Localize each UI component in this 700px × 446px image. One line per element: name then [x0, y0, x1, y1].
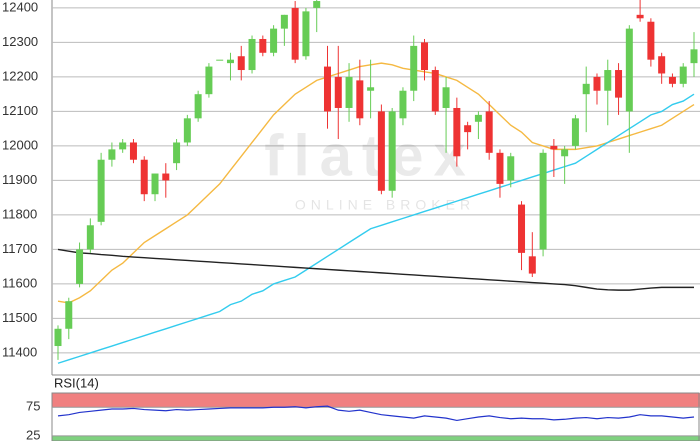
candle-body	[410, 45, 418, 91]
watermark-logo: flatex	[264, 123, 476, 188]
candle-body	[636, 14, 644, 19]
candle-body	[140, 159, 148, 195]
candle-body	[280, 14, 288, 29]
panel-title: RSI(14)	[54, 375, 99, 390]
candle-body	[464, 125, 472, 133]
candle-body	[442, 87, 450, 108]
candle-body	[259, 38, 267, 53]
candle-body	[485, 111, 493, 153]
y-tick-label: 12400	[2, 0, 38, 14]
candle-body	[561, 149, 569, 157]
candle-body	[679, 66, 687, 84]
watermark-tagline: ONLINE BROKER	[295, 197, 475, 213]
candle-body	[690, 49, 698, 64]
candle-body	[173, 142, 181, 164]
candle-body	[658, 56, 666, 74]
candle-body	[162, 173, 170, 181]
candle-body	[151, 173, 159, 195]
candle-body	[194, 94, 202, 119]
moving-average	[57, 62, 695, 304]
y-tick-label: 11400	[2, 344, 37, 359]
rsi-line	[57, 405, 695, 422]
candle-body	[76, 249, 84, 284]
moving-average	[57, 93, 695, 364]
candle-body	[421, 42, 429, 71]
candle-body	[345, 76, 353, 108]
y-tick-label: 11800	[2, 206, 37, 221]
candle-body	[615, 70, 623, 98]
y-tick-label: 11900	[2, 172, 37, 187]
candle-body	[367, 87, 375, 91]
candle-body	[97, 159, 105, 222]
candle-body	[323, 66, 331, 112]
candle-body	[528, 256, 536, 274]
candle-body	[507, 156, 515, 181]
y-tick-label: 11500	[2, 310, 37, 325]
moving-average	[57, 248, 694, 291]
candle-body	[668, 76, 676, 84]
candle-body	[205, 66, 213, 95]
candle-body	[334, 76, 342, 108]
candle-body	[593, 76, 601, 91]
candle-body	[65, 301, 73, 329]
overbought-band	[52, 393, 700, 408]
candle-body	[518, 204, 526, 253]
candle-body	[582, 83, 590, 95]
candle-body	[356, 80, 364, 119]
y-tick-label: 12100	[2, 103, 38, 118]
candle-body	[453, 107, 461, 157]
candle-body	[431, 70, 439, 112]
candle-body	[399, 90, 407, 119]
candle-body	[474, 114, 482, 122]
y-tick-label: 12000	[2, 137, 38, 152]
candle-body	[108, 149, 116, 160]
y-tick-label: 75	[26, 399, 40, 414]
candle-body	[270, 28, 278, 53]
candle-body	[216, 59, 224, 61]
candle-body	[129, 142, 137, 160]
candle-body	[539, 152, 547, 250]
candle-body	[550, 145, 558, 150]
candle-body	[377, 111, 385, 191]
candle-body	[625, 28, 633, 112]
candle-body	[237, 56, 245, 71]
candle-body	[388, 111, 396, 191]
y-tick-label: 12200	[2, 68, 38, 83]
candle-body	[496, 152, 504, 184]
candle-body	[86, 225, 94, 250]
candle-body	[313, 1, 321, 8]
y-tick-label: 25	[26, 427, 40, 441]
candle-body	[647, 21, 655, 60]
candle-body	[248, 38, 256, 71]
candle-body	[226, 59, 234, 64]
oversold-band	[52, 435, 700, 441]
candle-body	[571, 118, 579, 146]
candle-body	[604, 70, 612, 91]
candle-body	[54, 328, 62, 347]
candle-body	[302, 11, 310, 57]
y-tick-label: 11700	[2, 241, 37, 256]
y-tick-label: 11600	[2, 275, 37, 290]
candle-body	[119, 142, 127, 150]
candle-body	[183, 118, 191, 143]
candle-body	[291, 7, 299, 60]
y-tick-label: 12300	[2, 34, 38, 49]
